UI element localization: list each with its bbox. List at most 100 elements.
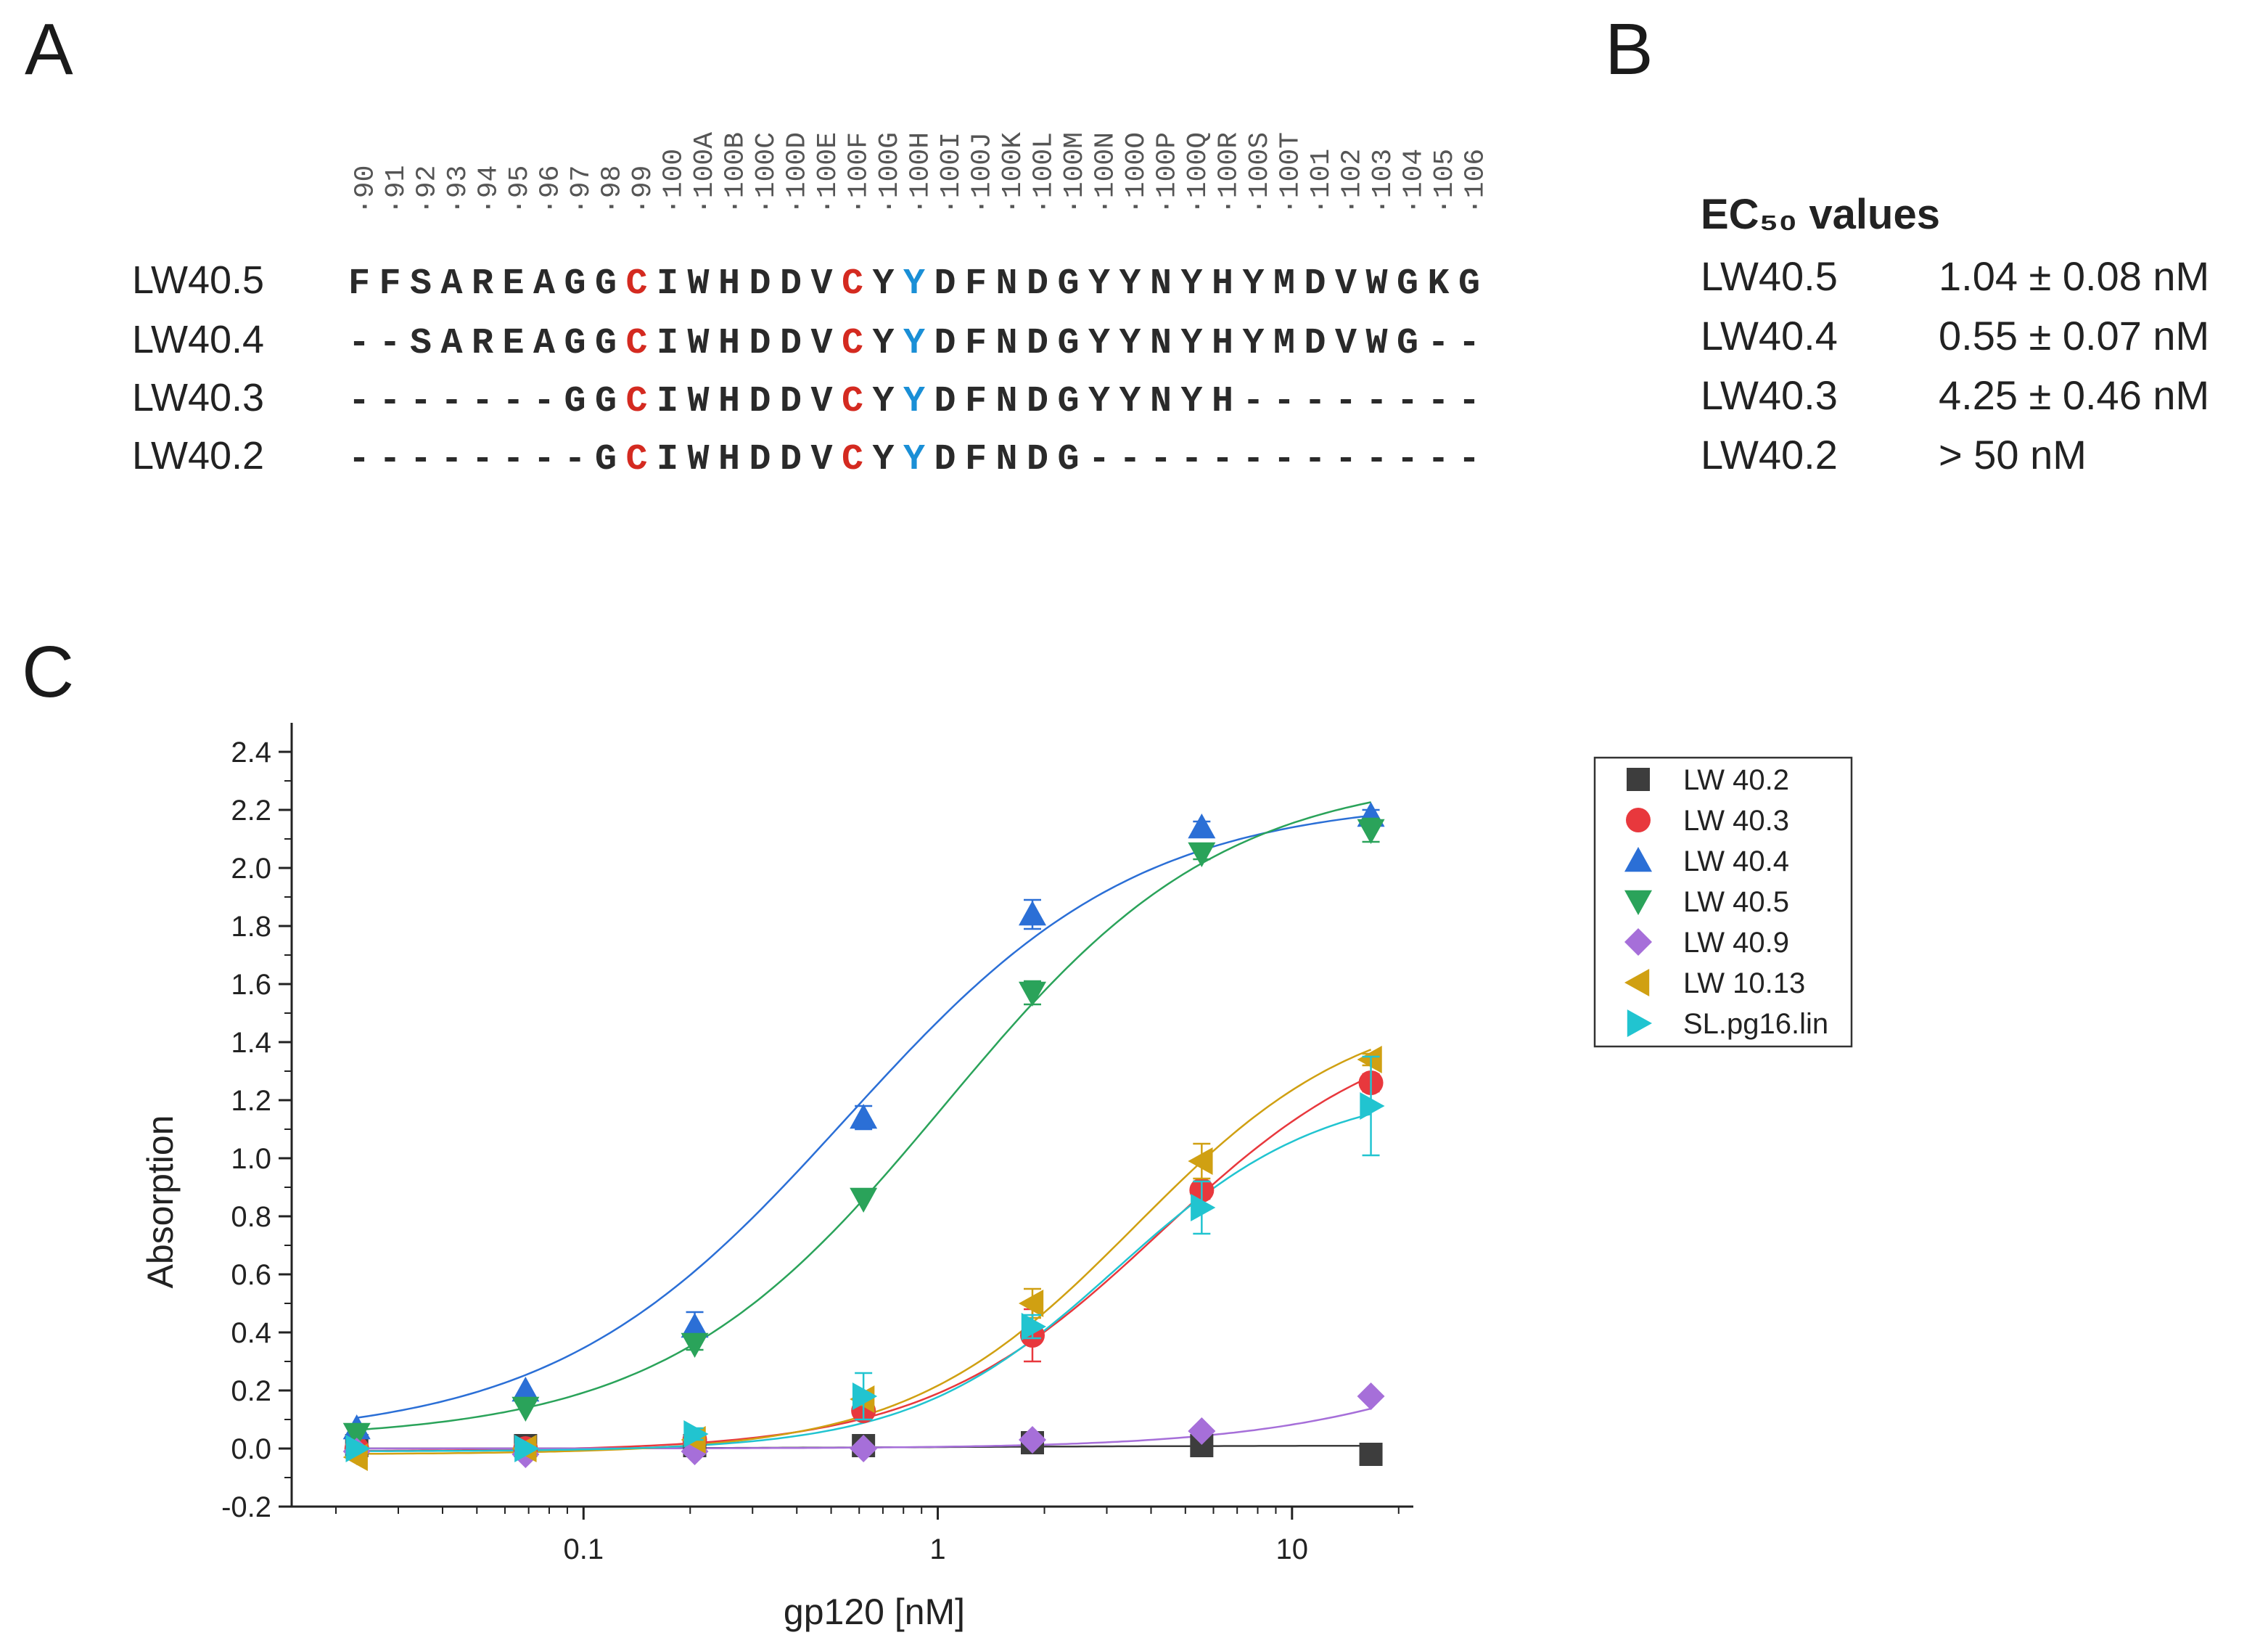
- position-number: ·99: [628, 165, 659, 215]
- residue: Y: [903, 381, 925, 422]
- residue: D: [1027, 439, 1048, 480]
- position-number: ·92: [411, 165, 443, 215]
- residue: W: [1366, 323, 1388, 364]
- residue: Y: [1243, 263, 1265, 305]
- residue: C: [626, 439, 648, 480]
- residue: Y: [873, 263, 895, 305]
- residue: -: [472, 439, 493, 480]
- residue: -: [1304, 381, 1326, 422]
- residue: I: [657, 323, 678, 364]
- residue: -: [533, 381, 555, 422]
- ec50-name: LW40.3: [1701, 372, 1838, 418]
- residue: W: [688, 381, 710, 422]
- residue: W: [688, 263, 710, 305]
- residue: Y: [903, 323, 925, 364]
- data-point: [850, 1187, 878, 1213]
- residue: D: [1304, 263, 1326, 305]
- residue: H: [718, 381, 740, 422]
- y-axis-label: Absorption: [140, 1115, 181, 1288]
- position-number: ·100Q: [1183, 132, 1214, 215]
- residue: Y: [903, 439, 925, 480]
- y-tick-label: 0.8: [231, 1201, 271, 1233]
- residue: H: [718, 323, 740, 364]
- residue: -: [1428, 439, 1450, 480]
- position-number: ·100F: [843, 132, 874, 215]
- sequence-name: LW40.3: [132, 376, 264, 419]
- position-number: ·100R: [1213, 132, 1244, 215]
- residue: F: [965, 263, 987, 305]
- residue: -: [1181, 439, 1203, 480]
- residue: F: [965, 323, 987, 364]
- residue: Y: [1243, 323, 1265, 364]
- residue: D: [780, 323, 802, 364]
- data-point: [1357, 819, 1385, 844]
- residue: C: [626, 263, 648, 305]
- residue: -: [410, 439, 432, 480]
- residue: -: [1458, 323, 1480, 364]
- residue: H: [1212, 323, 1233, 364]
- residue: W: [688, 323, 710, 364]
- residue: -: [348, 439, 370, 480]
- y-tick-label: 0.0: [231, 1433, 271, 1465]
- residue: D: [934, 381, 956, 422]
- sequence-name: LW40.4: [132, 318, 264, 361]
- residue: -: [1335, 439, 1357, 480]
- residue: C: [842, 263, 863, 305]
- residue: G: [595, 381, 617, 422]
- residue: -: [1273, 439, 1295, 480]
- residue: D: [749, 381, 771, 422]
- residue: M: [1273, 323, 1295, 364]
- ec50-name: LW40.5: [1701, 253, 1838, 299]
- position-number: ·95: [504, 165, 535, 215]
- residue: -: [1397, 381, 1418, 422]
- residue: G: [564, 263, 586, 305]
- data-point: [1018, 901, 1046, 926]
- data-point: [1188, 842, 1216, 867]
- residue: G: [1458, 263, 1480, 305]
- position-number: ·104: [1398, 149, 1429, 215]
- position-number: ·96: [535, 165, 566, 215]
- residue: -: [1335, 381, 1357, 422]
- position-number: ·100S: [1244, 132, 1275, 215]
- data-point: [681, 1313, 709, 1338]
- position-number: ·100C: [751, 132, 782, 215]
- residue: C: [626, 381, 648, 422]
- y-tick-label: 2.2: [231, 795, 271, 827]
- y-tick-label: 1.0: [231, 1143, 271, 1175]
- residue: A: [441, 263, 463, 305]
- data-point: [1018, 1426, 1046, 1454]
- residue: D: [1027, 323, 1048, 364]
- data-point: [511, 1396, 540, 1422]
- ec50-value: 4.25 ± 0.46 nM: [1939, 372, 2210, 418]
- residue: -: [441, 439, 463, 480]
- residue: N: [1150, 323, 1172, 364]
- data-point: [1188, 1147, 1213, 1175]
- data-point: [1191, 1194, 1216, 1221]
- residue: A: [533, 323, 555, 364]
- legend-label: LW 40.9: [1683, 927, 1789, 959]
- position-number: ·100A: [689, 132, 720, 215]
- residue: -: [1428, 381, 1450, 422]
- residue: G: [595, 439, 617, 480]
- residue: I: [657, 439, 678, 480]
- residue: -: [472, 381, 493, 422]
- panel-label-c: C: [22, 631, 75, 713]
- data-point: [852, 1382, 878, 1410]
- residue: -: [1212, 439, 1233, 480]
- sequence-name: LW40.5: [132, 258, 264, 302]
- position-number: ·100H: [905, 132, 936, 215]
- residue: Y: [1088, 323, 1110, 364]
- residue: -: [1458, 381, 1480, 422]
- residue: -: [533, 439, 555, 480]
- residue: N: [996, 439, 1018, 480]
- residue: -: [379, 381, 401, 422]
- residue: H: [1212, 263, 1233, 305]
- position-number: ·105: [1429, 149, 1460, 215]
- position-number: ·100G: [874, 132, 905, 215]
- position-number: ·106: [1460, 149, 1491, 215]
- residue: G: [564, 381, 586, 422]
